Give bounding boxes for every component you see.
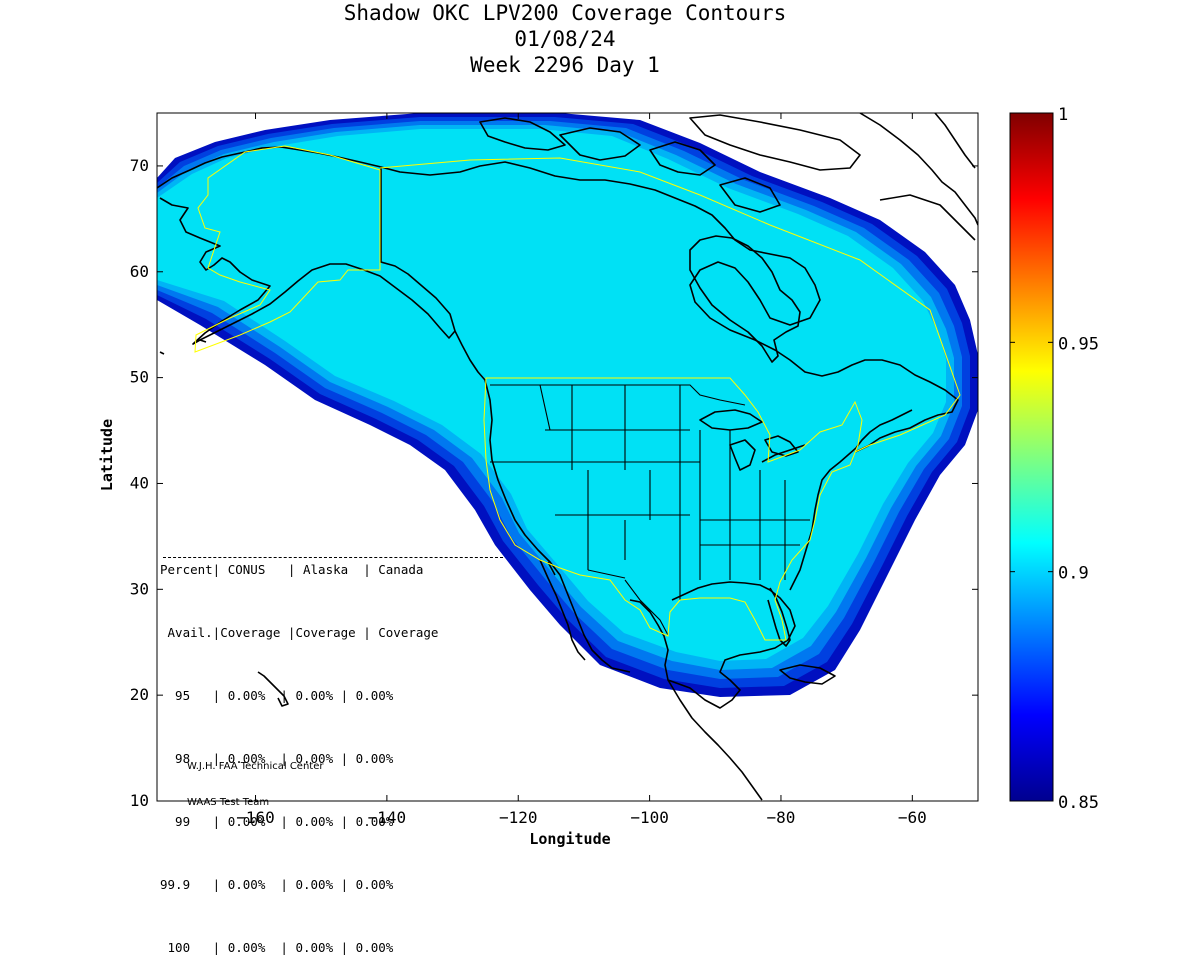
- y-tick-label: 40: [130, 473, 149, 492]
- y-tick-label: 50: [130, 368, 149, 387]
- coastline-florida: [767, 587, 791, 647]
- coverage-contours: [157, 113, 978, 697]
- x-tick-label: −100: [630, 808, 669, 827]
- table-header-1: Percent| CONUS | Alaska | Canada: [160, 562, 424, 577]
- colorbar-tick-label: 0.85: [1058, 793, 1099, 813]
- colorbar-tick-label: 0.9: [1058, 564, 1089, 584]
- x-axis-label: Longitude: [529, 830, 610, 848]
- coastline-central-america: [667, 679, 763, 801]
- colorbar-tick-label: 1: [1058, 105, 1068, 125]
- coastline-atlantic-east: [789, 409, 913, 591]
- coastline-canada-north: [380, 161, 959, 453]
- coastline-gulf-mexico: [629, 581, 796, 709]
- map-plot-area: [157, 113, 978, 801]
- table-row: 98 | 0.00% | 0.00% | 0.00%: [160, 751, 394, 766]
- table-row: 95 | 0.00% | 0.00% | 0.00%: [160, 688, 394, 703]
- colorbar-tick-label: 0.95: [1058, 334, 1099, 354]
- credit-org: W.J.H. FAA Technical Center: [187, 761, 324, 772]
- y-tick-label: 20: [130, 685, 149, 704]
- boundary-canada: [379, 157, 961, 453]
- y-axis-ticks: 10 20 30 40 50 60 70: [130, 156, 978, 810]
- chart-title-block: Shadow OKC LPV200 Coverage Contours 01/0…: [0, 0, 1130, 78]
- x-tick-label: −80: [767, 808, 796, 827]
- coastline-arctic-islands: [479, 114, 976, 241]
- x-tick-label: −160: [236, 808, 275, 827]
- colorbar-ticks: 0.85 0.9 0.95 1: [1010, 105, 1099, 813]
- y-tick-label: 60: [130, 262, 149, 281]
- credit-team: WAAS Test Team: [187, 797, 270, 808]
- service-volume-boundary: [194, 145, 961, 641]
- credit-block: W.J.H. FAA Technical Center WAAS Test Te…: [187, 737, 323, 821]
- table-separator: [163, 557, 503, 558]
- y-tick-label: 70: [130, 156, 149, 175]
- x-axis-ticks: −160 −140 −120 −100 −80 −60: [236, 113, 927, 827]
- coastline-pacific-west: [454, 330, 631, 673]
- table-row: 100 | 0.00% | 0.00% | 0.00%: [160, 940, 394, 955]
- colorbar: [1009, 112, 1054, 802]
- table-row: 99 | 0.00% | 0.00% | 0.00%: [160, 814, 394, 829]
- y-tick-label: 30: [130, 579, 149, 598]
- x-tick-label: −120: [499, 808, 538, 827]
- chart-week-day: Week 2296 Day 1: [470, 53, 660, 77]
- x-tick-label: −60: [898, 808, 927, 827]
- table-row: 99.9 | 0.00% | 0.00% | 0.00%: [160, 877, 394, 892]
- coverage-map-chart: −160 −140 −120 −100 −80 −60 10 20 30 40 50 60 70 Lo…: [98, 105, 1099, 848]
- chart-date: 01/08/24: [514, 27, 616, 51]
- coastline-cuba: [779, 664, 836, 685]
- table-header-2: Avail.|Coverage |Coverage | Coverage: [160, 625, 439, 640]
- coastline-hawaii: [257, 671, 289, 707]
- coverage-band-core: [157, 129, 946, 661]
- coastline-aleutians: [159, 339, 207, 355]
- plot-frame: [156, 112, 979, 802]
- coastlines: [157, 113, 978, 801]
- us-state-boundaries: [490, 384, 810, 636]
- boundary-conus: [483, 377, 863, 641]
- chart-title: Shadow OKC LPV200 Coverage Contours: [343, 1, 787, 25]
- y-tick-label: 10: [130, 791, 149, 810]
- coastline-hudson-bay: [689, 235, 801, 363]
- coastline-greenland: [859, 113, 978, 226]
- coastline-great-lakes: [699, 409, 806, 471]
- boundary-alaska: [194, 145, 381, 353]
- y-axis-label: Latitude: [98, 419, 116, 491]
- x-tick-label: −140: [368, 808, 407, 827]
